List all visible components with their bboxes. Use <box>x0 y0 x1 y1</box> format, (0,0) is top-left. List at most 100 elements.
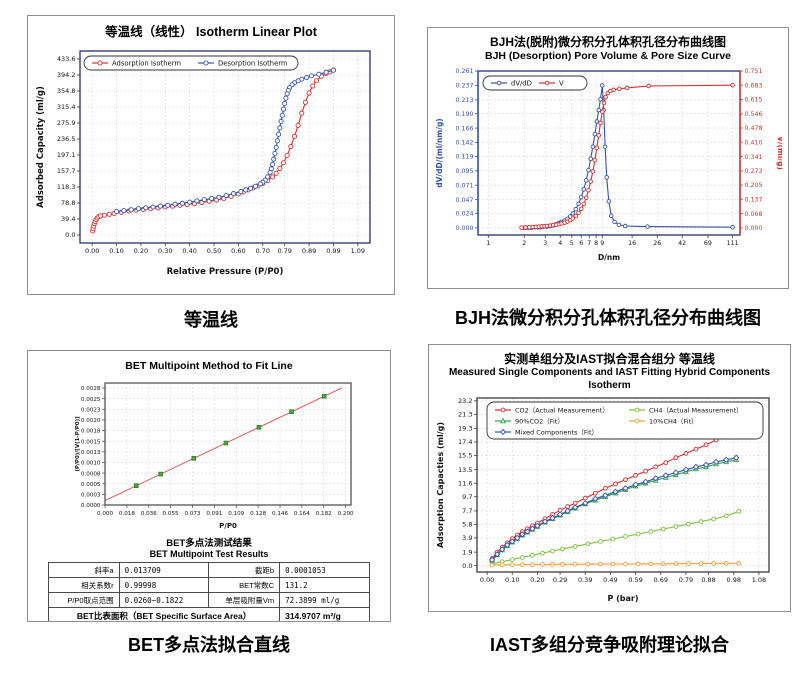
bet-results-table: 斜率a 0.013709 截距b 0.0001053 相关系数r 0.99998 BET常数… <box>47 562 370 621</box>
svg-text:0.410: 0.410 <box>745 140 763 147</box>
svg-text:CH4（Actual Measurement）: CH4（Actual Measurement） <box>649 406 743 414</box>
svg-text:42: 42 <box>678 240 686 247</box>
bet-table-row: 相关系数r 0.99998 BET常数C 131.2 <box>48 577 370 594</box>
svg-text:0.164: 0.164 <box>294 511 310 517</box>
svg-text:10%CH4（Fit）: 10%CH4（Fit） <box>649 417 698 425</box>
svg-text:0.068: 0.068 <box>745 211 763 218</box>
svg-text:0.60: 0.60 <box>231 247 245 255</box>
svg-text:4: 4 <box>558 240 562 247</box>
bet-title: BET Multipoint Method to Fit Line <box>125 360 293 372</box>
svg-text:0.478: 0.478 <box>745 125 763 132</box>
svg-text:69: 69 <box>704 240 712 247</box>
bet-surface-area-row: BET比表面积（BET Specific Surface Area） 314.97… <box>47 607 370 621</box>
bet-table-label: P/P0取点范围 <box>48 592 120 609</box>
svg-text:0.073: 0.073 <box>184 511 200 517</box>
svg-text:0.166: 0.166 <box>455 125 473 132</box>
bet-table-value: 0.0260~0.1822 <box>118 592 210 609</box>
svg-text:39.4: 39.4 <box>61 215 75 223</box>
svg-text:0.98: 0.98 <box>726 576 740 584</box>
bet-table-title-zh: BET多点法测试结果 <box>166 538 252 550</box>
chart-legend: dV/dD V <box>482 75 588 91</box>
bet-table-label: 截距b <box>208 562 281 579</box>
svg-text:13.5: 13.5 <box>458 466 472 474</box>
bet-surface-area-label: BET比表面积（BET Specific Surface Area） <box>47 607 281 621</box>
svg-text:0.49: 0.49 <box>603 576 617 584</box>
svg-text:Adsorbed Capacity (ml/g): Adsorbed Capacity (ml/g) <box>36 86 46 208</box>
axis-labels: D/nm dV/dD/(ml/nm/g) V/(ml/g) <box>435 118 782 262</box>
svg-text:0.190: 0.190 <box>455 111 473 118</box>
bet-table-label: 单层吸附量Vm <box>208 592 281 609</box>
svg-text:0.50: 0.50 <box>207 247 221 255</box>
svg-text:CO2（Actual Measurement）: CO2（Actual Measurement） <box>515 406 609 414</box>
svg-text:0.0015: 0.0015 <box>81 440 101 446</box>
svg-text:V: V <box>559 80 564 88</box>
svg-text:354.8: 354.8 <box>57 87 76 95</box>
svg-text:0.205: 0.205 <box>745 182 763 189</box>
svg-text:0.40: 0.40 <box>182 247 196 255</box>
svg-text:19.3: 19.3 <box>458 425 472 433</box>
bet-table-title-en: BET Multipoint Test Results <box>149 549 269 560</box>
svg-text:0.30: 0.30 <box>158 247 172 255</box>
series-10%ch4-fit- <box>489 560 741 568</box>
svg-text:0.0020: 0.0020 <box>81 418 101 424</box>
gridlines <box>80 50 370 243</box>
bet-table-value: 0.99998 <box>118 577 210 594</box>
svg-text:15.5: 15.5 <box>458 452 472 460</box>
svg-text:1.08: 1.08 <box>751 576 765 584</box>
svg-text:0.119: 0.119 <box>455 154 473 161</box>
bet-table-value: 72.3899 ml/g <box>279 592 370 609</box>
bjh-title-zh: BJH法(脱附)微分积分孔体积孔径分布曲线图 <box>490 35 726 49</box>
panel-cell-bet: BET Multipoint Method to Fit Line 0.000 0… <box>27 350 391 657</box>
svg-text:3.9: 3.9 <box>462 534 472 542</box>
axis-ticks: 0.00 0.10 0.20 0.29 0.39 0.49 0.59 0.69 0.79 0.88… <box>458 397 766 584</box>
svg-text:Adsorption Capacties (ml/g): Adsorption Capacties (ml/g) <box>436 422 445 548</box>
svg-text:157.7: 157.7 <box>57 167 76 175</box>
svg-text:0.00: 0.00 <box>479 576 493 584</box>
svg-text:2: 2 <box>522 240 526 247</box>
svg-text:0.79: 0.79 <box>277 247 291 255</box>
svg-text:16: 16 <box>628 240 636 247</box>
series-mixed-components-fit- <box>488 454 739 564</box>
svg-text:dV/dD/(ml/nm/g): dV/dD/(ml/nm/g) <box>435 118 444 188</box>
bet-table-value: 0.0001053 <box>279 562 370 579</box>
series-bet-fit-line <box>104 387 343 502</box>
svg-text:0.055: 0.055 <box>163 511 179 517</box>
svg-text:0.00: 0.00 <box>85 247 99 255</box>
svg-text:0.182: 0.182 <box>316 511 332 517</box>
bjh-chart: 1 2 3 4 5 6 7 8 9 16 26 42 69 111 0.000 0.024 0.047 0.071… <box>435 68 782 262</box>
svg-text:111: 111 <box>727 240 739 247</box>
svg-text:6: 6 <box>579 240 583 247</box>
svg-text:0.99: 0.99 <box>326 247 340 255</box>
svg-text:0.273: 0.273 <box>745 168 763 175</box>
svg-text:0.047: 0.047 <box>455 197 473 204</box>
svg-text:0.109: 0.109 <box>228 511 244 517</box>
axis-labels: Relative Pressure (P/P0) Adsorbed Capacit… <box>36 86 283 277</box>
bet-table-label: 斜率a <box>48 562 120 579</box>
svg-text:7.7: 7.7 <box>462 507 472 515</box>
axis-ticks: 0.00 0.10 0.20 0.30 0.40 0.50 0.60 0.70 0.79 0.89… <box>57 55 365 255</box>
svg-text:0.59: 0.59 <box>628 576 642 584</box>
bet-table-value: 0.013709 <box>118 562 210 579</box>
svg-text:26: 26 <box>653 240 661 247</box>
svg-text:0.615: 0.615 <box>745 97 763 104</box>
svg-text:0.0018: 0.0018 <box>81 429 101 435</box>
svg-text:0.10: 0.10 <box>109 247 123 255</box>
svg-text:5: 5 <box>570 240 574 247</box>
svg-text:236.5: 236.5 <box>57 135 76 143</box>
svg-text:0.29: 0.29 <box>552 576 566 584</box>
axis-ticks: 1 2 3 4 5 6 7 8 9 16 26 42 69 111 0.000 0.024 0.047 0.071… <box>455 68 762 247</box>
svg-text:P (bar): P (bar) <box>607 594 638 603</box>
iast-caption: IAST多组分竞争吸附理论拟合 <box>490 635 729 655</box>
svg-text:0.10: 0.10 <box>504 576 518 584</box>
svg-text:23.2: 23.2 <box>458 397 472 405</box>
isotherm-caption: 等温线 <box>184 310 238 330</box>
svg-text:D/nm: D/nm <box>598 253 620 262</box>
bet-table-label: BET常数C <box>208 577 281 594</box>
svg-text:0.261: 0.261 <box>455 68 473 75</box>
svg-text:0.0008: 0.0008 <box>81 471 101 477</box>
svg-text:1.9: 1.9 <box>462 548 472 556</box>
svg-text:0.024: 0.024 <box>455 211 473 218</box>
svg-text:9: 9 <box>600 240 604 247</box>
svg-text:0.128: 0.128 <box>250 511 266 517</box>
